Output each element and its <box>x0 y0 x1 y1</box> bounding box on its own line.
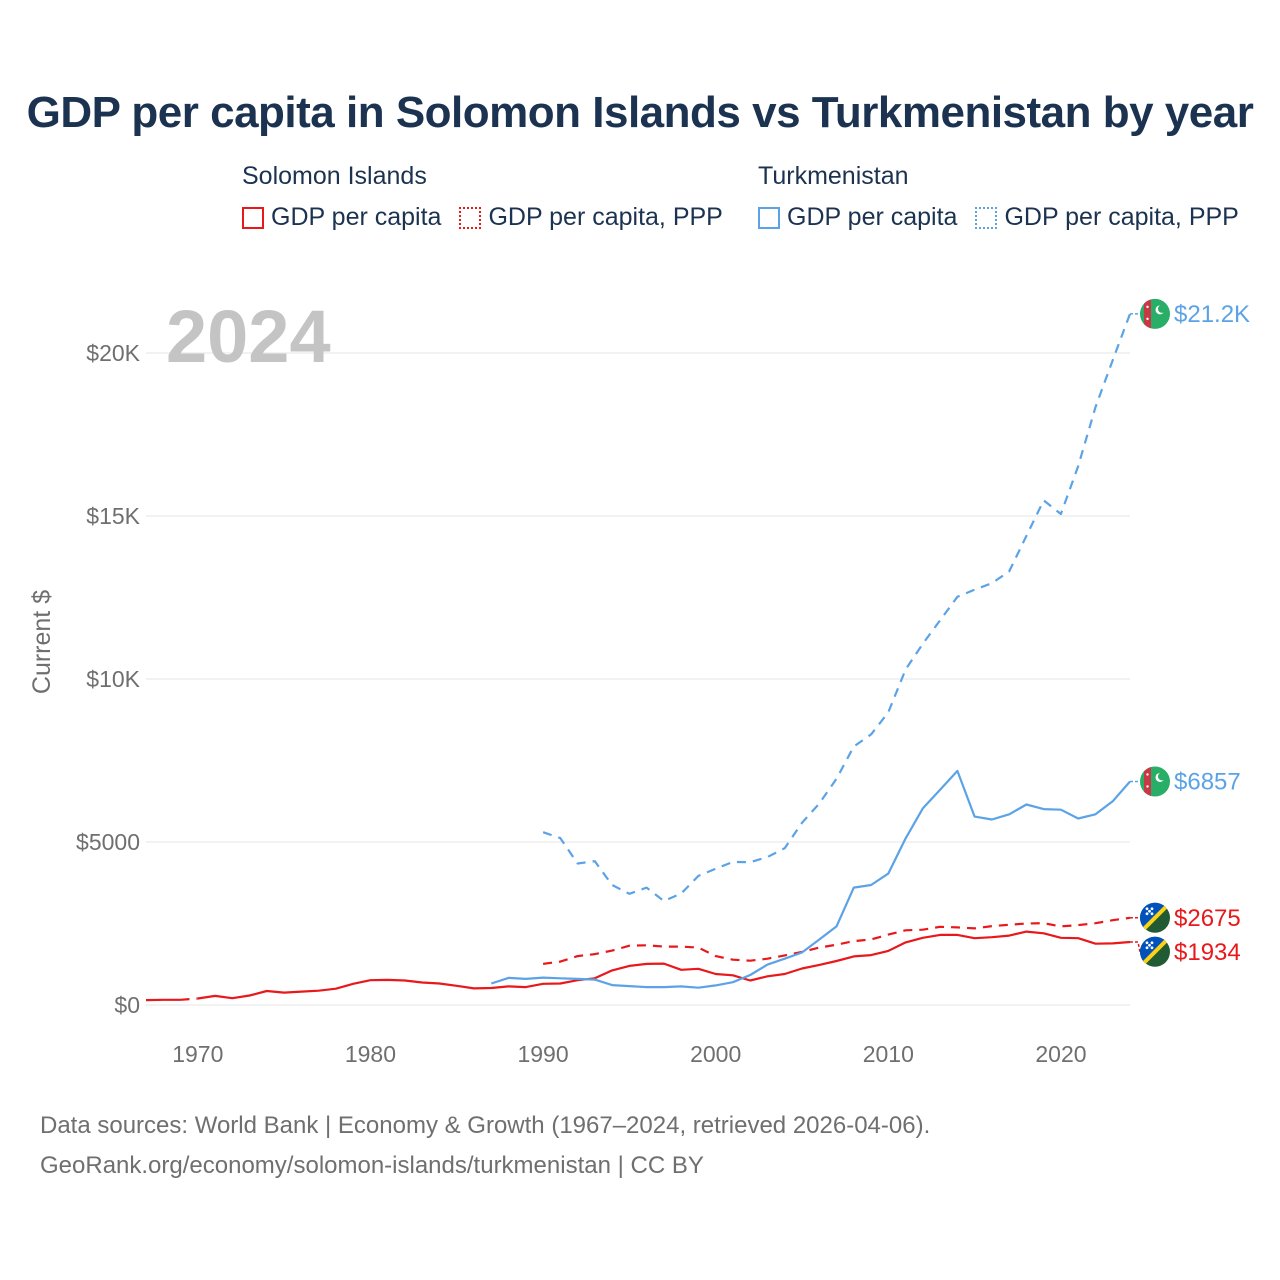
solomon-islands-flag-icon <box>1140 902 1170 933</box>
legend-turkmenistan: Turkmenistan GDP per capita GDP per capi… <box>758 162 1239 232</box>
legend-item-label: GDP per capita <box>271 203 442 231</box>
series-end-label: $21.2K <box>1174 301 1250 328</box>
legend-solomon-islands: Solomon Islands GDP per capita GDP per c… <box>242 162 723 232</box>
solomon-islands-flag-icon <box>1140 936 1170 967</box>
turkmenistan-flag-icon <box>1140 766 1170 797</box>
x-tick-label: 2020 <box>1035 1041 1086 1067</box>
x-tick-label: 1990 <box>517 1041 568 1067</box>
x-tick-label: 1970 <box>172 1041 223 1067</box>
series-line-3 <box>542 313 1132 903</box>
y-tick-label: $15K <box>86 503 140 529</box>
dotted-line-swatch-icon <box>975 206 998 229</box>
series-line-1 <box>542 916 1131 965</box>
series-line-2 <box>490 769 1131 989</box>
source-url-text[interactable]: GeoRank.org/economy/solomon-islands/turk… <box>40 1152 704 1179</box>
legend-country-label: Solomon Islands <box>242 162 427 190</box>
end-connector <box>1130 941 1141 952</box>
series-line-0 <box>197 930 1131 1000</box>
turkmenistan-flag-icon <box>1140 298 1170 329</box>
x-tick-label: 1980 <box>345 1041 396 1067</box>
legend-item-label: GDP per capita <box>787 203 958 231</box>
line-chart: $0 $5000 $10K $15K $20K 1970 1980 1990 2000 2010 2… <box>28 295 1250 1067</box>
year-watermark: 2024 <box>166 295 331 378</box>
legend-item-solomon-gdp[interactable]: GDP per capita <box>242 203 441 232</box>
legend-item-label: GDP per capita, PPP <box>1004 203 1239 231</box>
legend-item-turkmenistan-gdp[interactable]: GDP per capita <box>758 203 957 232</box>
series-end-label: $1934 <box>1174 939 1241 966</box>
dotted-line-swatch-icon <box>459 206 482 229</box>
solid-line-swatch-icon <box>758 206 780 229</box>
y-tick-label: $20K <box>86 340 140 366</box>
legend-item-solomon-gdp-ppp[interactable]: GDP per capita, PPP <box>459 203 723 232</box>
legend-country-label: Turkmenistan <box>758 162 909 190</box>
chart-title: GDP per capita in Solomon Islands vs Tur… <box>26 88 1254 137</box>
y-tick-label: $10K <box>86 666 140 692</box>
series-end-label: $2675 <box>1174 905 1241 932</box>
legend-item-turkmenistan-gdp-ppp[interactable]: GDP per capita, PPP <box>975 203 1239 232</box>
y-tick-label: $5000 <box>76 829 140 855</box>
legend-item-label: GDP per capita, PPP <box>488 203 723 231</box>
x-tick-label: 2010 <box>863 1041 914 1067</box>
y-tick-label: $0 <box>114 992 140 1018</box>
data-sources-text: Data sources: World Bank | Economy & Gro… <box>40 1112 931 1139</box>
x-tick-label: 2000 <box>690 1041 741 1067</box>
solid-line-swatch-icon <box>242 206 264 229</box>
footer: Data sources: World Bank | Economy & Gro… <box>40 1106 930 1186</box>
y-axis-label: Current $ <box>28 590 56 694</box>
series-end-label: $6857 <box>1174 768 1241 795</box>
series-line-0 <box>180 997 198 1001</box>
